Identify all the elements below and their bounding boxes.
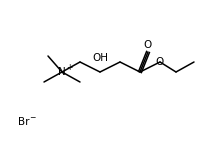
Text: Br: Br: [18, 117, 29, 127]
Text: N: N: [58, 67, 65, 77]
Text: +: +: [66, 62, 72, 72]
Text: −: −: [29, 113, 35, 123]
Text: OH: OH: [92, 53, 108, 63]
Text: O: O: [155, 57, 163, 67]
Text: O: O: [143, 40, 151, 50]
